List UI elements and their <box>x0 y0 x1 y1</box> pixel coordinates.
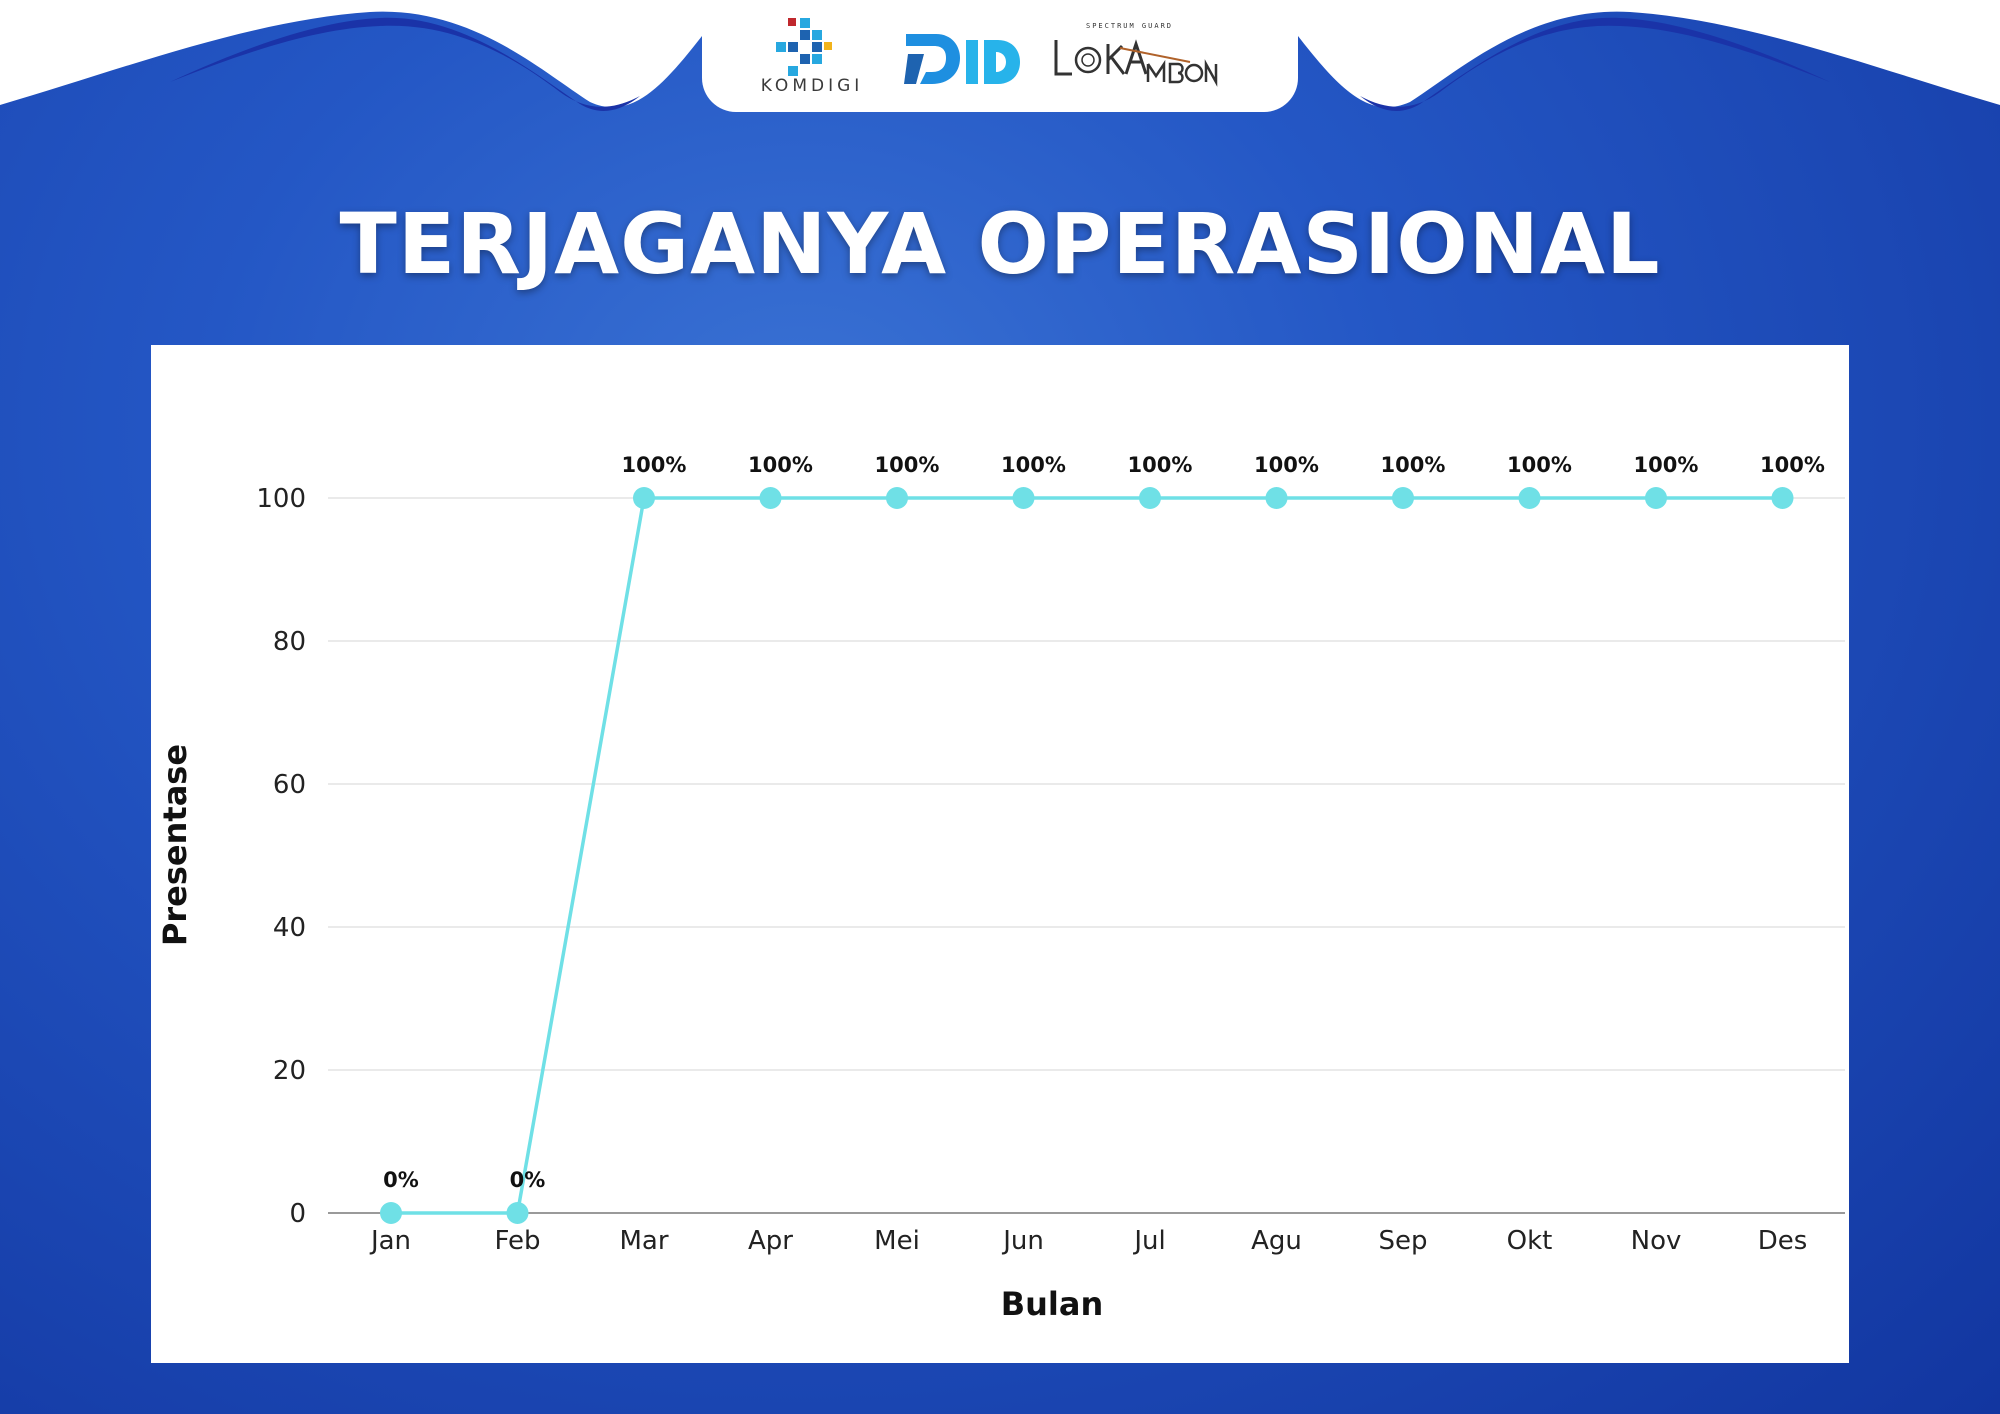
data-label: 100% <box>1507 453 1572 477</box>
data-labels: 0% 0% 100% 100% 100% 100% 100% 100% 100% 100% 100%… <box>383 453 1825 1192</box>
data-point <box>1265 487 1288 509</box>
data-label: 100% <box>1128 453 1193 477</box>
data-point <box>633 487 655 509</box>
y-tick-label: 0 <box>289 1199 306 1229</box>
data-point <box>380 1202 402 1224</box>
x-tick-label: Jan <box>369 1226 411 1256</box>
data-point <box>506 1202 529 1224</box>
djid-logo <box>904 34 1020 84</box>
x-tick-label: Jul <box>1132 1226 1165 1256</box>
data-label: 100% <box>875 453 940 477</box>
x-axis-ticks: Jan Feb Mar Apr Mei Jun Jul Agu Sep Okt Nov Des <box>369 1226 1807 1256</box>
x-tick-label: Nov <box>1631 1226 1682 1256</box>
data-label: 100% <box>748 453 813 477</box>
data-point <box>759 487 782 509</box>
data-point <box>1518 487 1541 509</box>
series-points <box>380 487 1794 1224</box>
x-tick-label: Des <box>1758 1226 1808 1256</box>
x-tick-label: Mei <box>874 1226 920 1256</box>
series-line <box>391 496 1783 1215</box>
y-tick-label: 40 <box>273 913 306 943</box>
chart-card: 0% 0% 100% 100% 100% 100% 100% 100% 100% 100% 100%… <box>151 345 1849 1363</box>
data-point <box>886 487 908 509</box>
x-tick-label: Sep <box>1378 1226 1427 1256</box>
page-title: TERJAGANYA OPERASIONAL <box>339 195 1661 293</box>
data-point <box>1012 487 1035 509</box>
x-axis-title: Bulan <box>1001 1285 1104 1323</box>
data-label: 100% <box>1634 453 1699 477</box>
x-tick-label: Agu <box>1251 1226 1302 1256</box>
data-point <box>1771 487 1794 509</box>
y-axis-title: Presentase <box>156 744 194 946</box>
y-tick-label: 60 <box>273 770 306 800</box>
data-label: 100% <box>1760 453 1825 477</box>
x-tick-label: Jun <box>1001 1226 1044 1256</box>
data-label: 0% <box>383 1168 419 1192</box>
data-label: 0% <box>510 1168 546 1192</box>
data-label: 100% <box>1001 453 1066 477</box>
y-tick-label: 100 <box>256 484 306 514</box>
x-tick-label: Mar <box>619 1226 668 1256</box>
data-label: 100% <box>1381 453 1446 477</box>
komdigi-logo <box>776 18 832 76</box>
grid-lines <box>328 497 1845 1214</box>
x-tick-label: Apr <box>748 1226 793 1256</box>
series-lines <box>391 496 1783 1215</box>
komdigi-logo-text: KOMDIGI <box>760 76 864 96</box>
data-point <box>1645 487 1667 509</box>
data-point <box>1392 487 1414 509</box>
x-tick-label: Feb <box>494 1226 540 1256</box>
svg-text:SPECTRUM GUARD: SPECTRUM GUARD <box>1086 22 1173 30</box>
line-chart: 0% 0% 100% 100% 100% 100% 100% 100% 100% 100% 100%… <box>156 453 1845 1323</box>
y-tick-label: 20 <box>273 1056 306 1086</box>
data-point <box>1139 487 1161 509</box>
top-wave-decoration <box>0 0 2000 111</box>
data-label: 100% <box>1254 453 1319 477</box>
y-tick-label: 80 <box>273 627 306 657</box>
loka-ambon-logo: SPECTRUM GUARD <box>1054 22 1218 87</box>
data-label: 100% <box>622 453 687 477</box>
x-tick-label: Okt <box>1507 1226 1553 1256</box>
y-axis-ticks: 0 20 40 60 80 100 <box>256 484 306 1229</box>
